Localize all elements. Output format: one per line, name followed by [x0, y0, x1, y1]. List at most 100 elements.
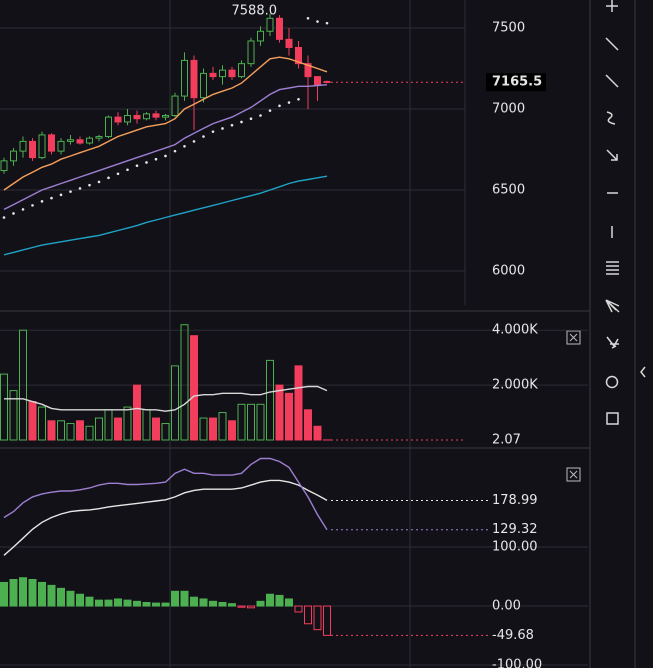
indicator-dot [297, 97, 300, 101]
y-tick-label: 4.000K [492, 323, 538, 338]
crosshair-tool[interactable] [606, 0, 618, 12]
candle-body [266, 17, 274, 32]
candle-body [200, 72, 207, 99]
fib-tool[interactable] [606, 261, 619, 275]
indicator-line [3, 175, 328, 256]
volume-bar [180, 324, 189, 441]
candle-body [105, 116, 112, 138]
histogram-bar [313, 605, 322, 631]
volume-bar [275, 384, 284, 441]
candle-body [162, 114, 169, 118]
histogram-bar [275, 594, 284, 607]
rect-tool[interactable] [606, 412, 619, 425]
fan-tool[interactable] [605, 299, 620, 313]
close-box[interactable] [566, 467, 581, 482]
histogram-bar [218, 602, 227, 607]
histogram-bar [199, 598, 208, 607]
indicator-dot [88, 183, 91, 187]
volume-bar [66, 423, 75, 441]
candle-body [314, 76, 321, 86]
candle-body [171, 95, 179, 116]
pane-close[interactable] [566, 330, 581, 345]
histogram-bar [76, 593, 84, 607]
candle-body [19, 140, 27, 152]
indicator-dot [154, 157, 158, 161]
histogram-bar [256, 600, 265, 607]
close-x[interactable] [569, 470, 578, 479]
close-box[interactable] [566, 330, 581, 345]
indicator-dot [183, 144, 186, 148]
volume-bar [313, 425, 322, 441]
curve-tool[interactable] [606, 111, 616, 125]
volume-bar [228, 420, 236, 441]
y-tick-label: 6500 [492, 182, 525, 197]
candle-body [29, 140, 36, 159]
volume-bar [114, 417, 122, 441]
volume-bar [209, 417, 217, 441]
indicator-dot [306, 17, 310, 20]
candle-body [10, 150, 17, 162]
circle-tool[interactable] [605, 375, 619, 389]
volume-bar [85, 425, 94, 441]
volume-bar [28, 401, 37, 441]
volume-bar [161, 423, 170, 441]
candle-body [304, 63, 312, 78]
last-price-box [486, 73, 546, 92]
candle-body [257, 30, 264, 42]
candle-body [48, 134, 55, 152]
toolbar [605, 0, 646, 425]
volume-bar [294, 365, 303, 441]
indicator-dot [325, 21, 329, 25]
volume-bar [38, 406, 46, 441]
arrow-tool[interactable] [606, 149, 618, 161]
histogram-bar [323, 605, 331, 636]
indicator-line [3, 56, 328, 191]
histogram-bar [104, 599, 113, 607]
indicator-dot [40, 200, 44, 203]
candle-body [86, 137, 93, 144]
histogram-bar [123, 599, 132, 607]
histogram-bar [247, 605, 255, 609]
pitchfork-tool[interactable] [606, 336, 619, 349]
volume-bar [123, 406, 132, 441]
histogram-bar [28, 578, 37, 607]
indicator-dot [69, 190, 72, 193]
indicator-dot [211, 130, 215, 133]
candle-body [285, 38, 293, 48]
volume-bar [247, 403, 255, 441]
pane-close[interactable] [566, 467, 581, 482]
collapse-panel[interactable] [640, 366, 646, 378]
histogram-bar [142, 602, 151, 607]
candle-body [276, 17, 283, 40]
histogram-bar [171, 590, 179, 607]
indicator-dot [164, 154, 167, 158]
histogram-bar [294, 605, 303, 613]
volume-bar [152, 417, 160, 441]
close-x[interactable] [569, 333, 578, 342]
histogram-bar [152, 602, 160, 607]
volume-bar [9, 390, 18, 441]
histogram-bar [285, 598, 293, 607]
histogram-bar [114, 598, 122, 607]
trendline-tool[interactable] [605, 37, 619, 51]
indicator-dot [192, 140, 196, 143]
y-tick-label: 100.00 [492, 540, 538, 555]
indicator-dot [221, 127, 224, 130]
ray-tool[interactable] [605, 74, 619, 88]
volume-bar [19, 329, 27, 441]
candle-body [247, 40, 255, 65]
volume-bar [95, 417, 103, 441]
last-value-label: 7165.5 [492, 75, 542, 90]
indicator-dot [202, 135, 205, 138]
indicator-dot [126, 168, 129, 172]
candle-body [57, 140, 65, 152]
indicator-dot [240, 120, 243, 124]
volume-bar [304, 409, 312, 441]
histogram-bar [266, 593, 274, 607]
histogram-bar [133, 600, 141, 607]
histogram-bar [66, 590, 75, 607]
volume-bar [57, 420, 65, 441]
volume-bar [266, 359, 274, 441]
indicator-dot [268, 109, 272, 112]
histogram-bar [237, 605, 246, 608]
